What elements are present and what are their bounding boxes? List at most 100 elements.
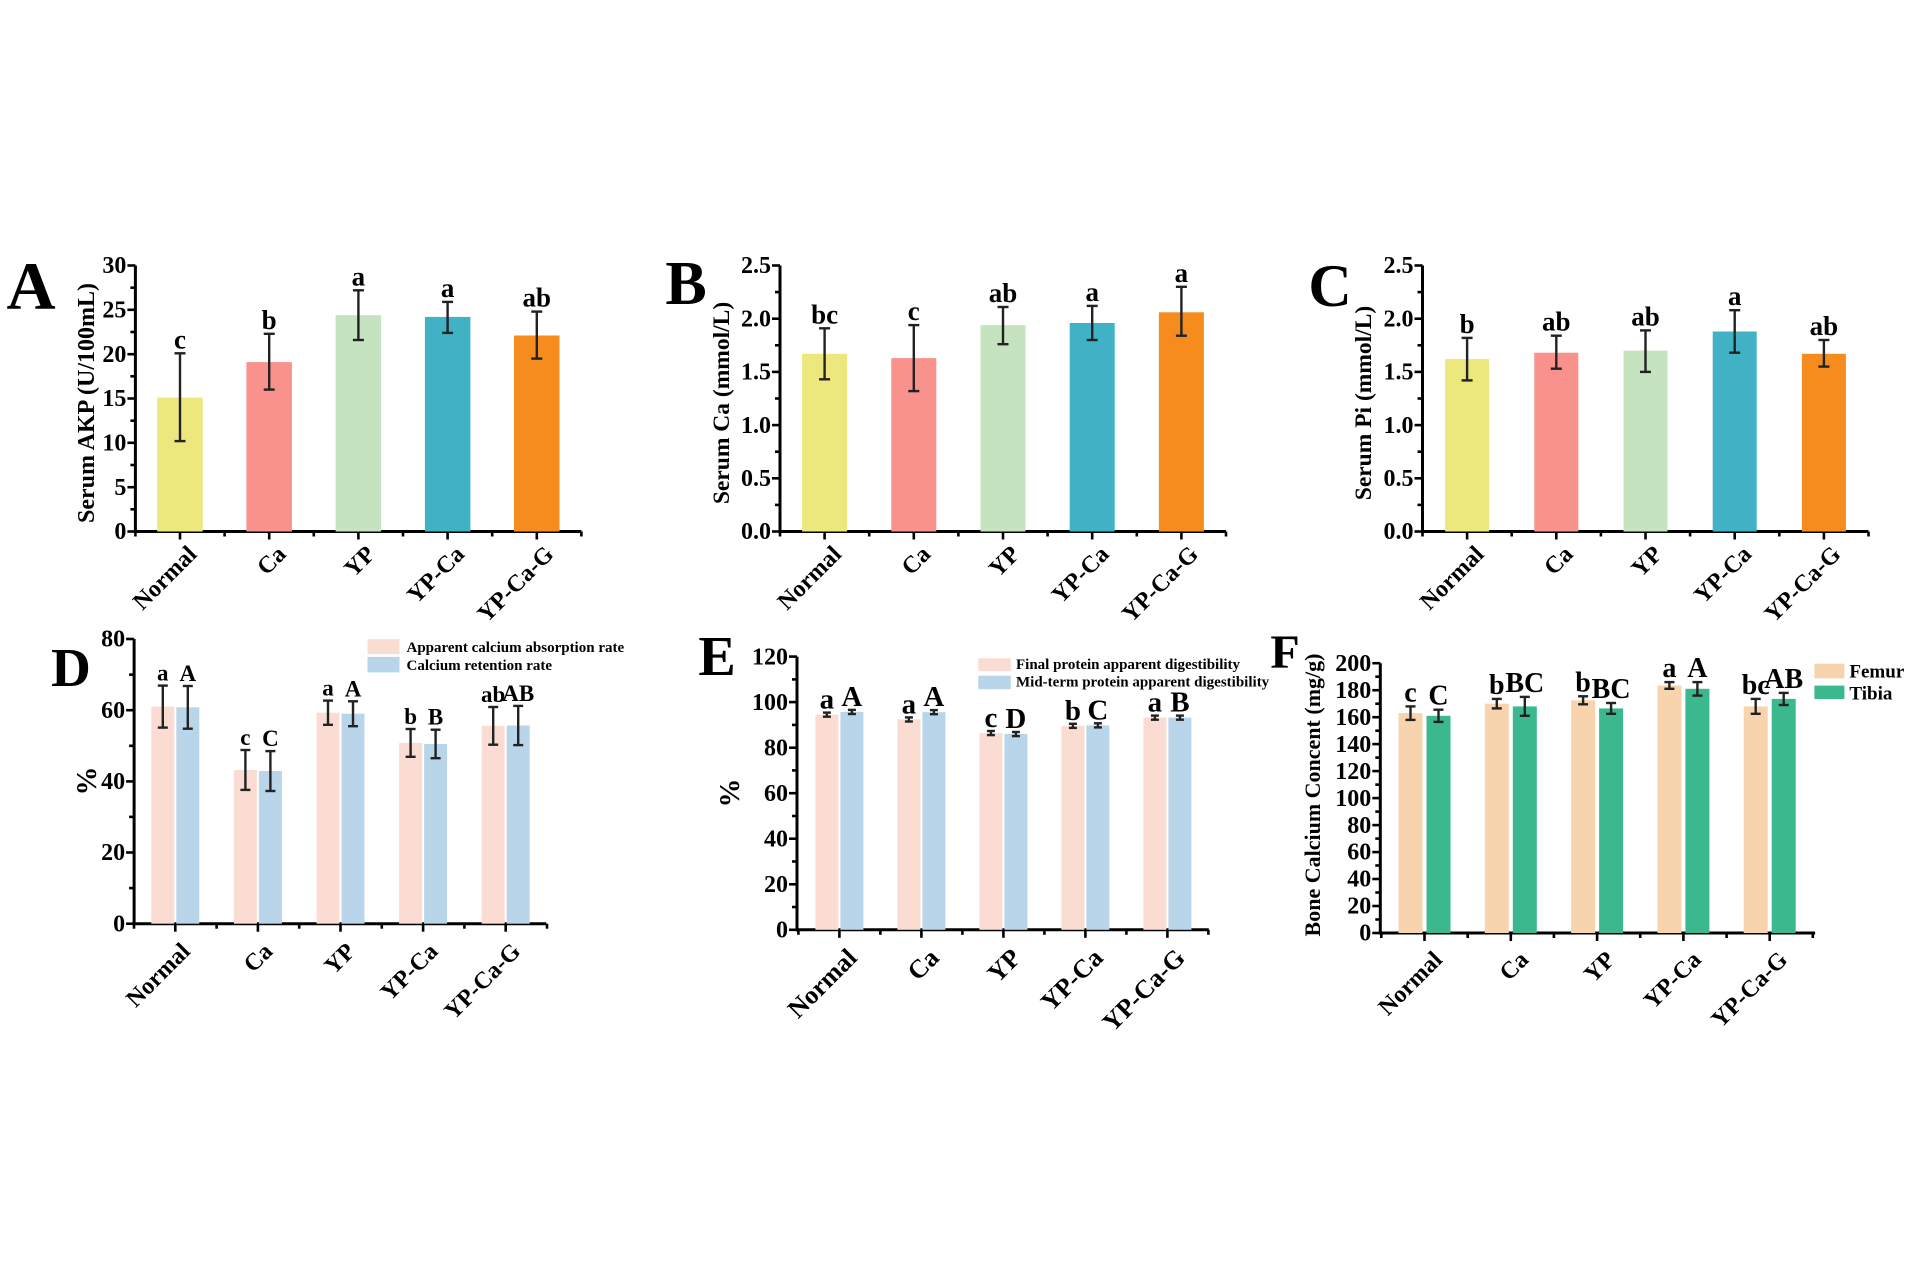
svg-text:AB: AB: [1764, 664, 1803, 695]
svg-text:%: %: [714, 779, 746, 808]
svg-text:Apparent calcium absorption ra: Apparent calcium absorption rate: [407, 640, 625, 656]
svg-text:60: 60: [101, 698, 125, 724]
svg-text:25: 25: [102, 298, 126, 324]
svg-text:YP: YP: [1627, 541, 1668, 582]
svg-text:Serum Pi (mmol/L): Serum Pi (mmol/L): [1351, 306, 1377, 501]
svg-text:C: C: [1428, 681, 1448, 712]
svg-text:a: a: [322, 676, 334, 701]
svg-text:Normal: Normal: [1374, 947, 1448, 1021]
svg-text:0: 0: [1359, 921, 1371, 947]
svg-text:c: c: [984, 702, 997, 734]
svg-text:a: a: [902, 688, 917, 720]
svg-text:E: E: [698, 626, 735, 688]
svg-text:A: A: [345, 676, 362, 701]
svg-text:B: B: [1170, 687, 1189, 719]
svg-text:10: 10: [102, 431, 126, 457]
svg-text:b: b: [1065, 695, 1081, 727]
svg-text:B: B: [428, 705, 443, 730]
svg-text:100: 100: [752, 690, 788, 716]
svg-text:ab: ab: [523, 283, 552, 313]
svg-text:c: c: [908, 296, 920, 326]
svg-text:20: 20: [101, 840, 125, 866]
svg-text:80: 80: [1347, 813, 1371, 839]
svg-text:c: c: [1404, 677, 1416, 708]
svg-text:YP: YP: [1579, 947, 1620, 988]
svg-text:1.0: 1.0: [741, 413, 771, 439]
svg-text:0: 0: [776, 918, 788, 944]
svg-text:0: 0: [113, 911, 125, 937]
svg-text:40: 40: [764, 826, 788, 852]
svg-text:a: a: [820, 684, 835, 716]
svg-text:40: 40: [1347, 867, 1371, 893]
svg-text:A: A: [1687, 653, 1708, 684]
svg-text:80: 80: [101, 627, 125, 653]
svg-text:bc: bc: [811, 299, 838, 329]
svg-text:5: 5: [114, 475, 126, 501]
svg-text:C: C: [262, 726, 279, 751]
svg-text:Normal: Normal: [1415, 541, 1489, 615]
svg-text:YP: YP: [320, 939, 361, 980]
svg-text:YP-Ca: YP-Ca: [402, 541, 469, 608]
svg-text:Final protein apparent digesti: Final protein apparent digestibility: [1016, 657, 1241, 673]
svg-text:Ca: Ca: [897, 541, 936, 580]
svg-text:YP: YP: [340, 541, 381, 582]
svg-text:Normal: Normal: [128, 541, 202, 615]
svg-text:2.5: 2.5: [741, 253, 771, 279]
svg-text:20: 20: [102, 342, 126, 368]
svg-text:b: b: [1460, 309, 1475, 339]
svg-text:B: B: [665, 250, 706, 318]
svg-text:Femur: Femur: [1849, 662, 1904, 683]
svg-text:Normal: Normal: [782, 943, 863, 1024]
svg-text:1.5: 1.5: [741, 360, 771, 386]
svg-text:AB: AB: [502, 681, 534, 706]
svg-text:ab: ab: [481, 682, 505, 707]
svg-text:b: b: [262, 305, 277, 335]
svg-text:YP-Ca: YP-Ca: [1035, 943, 1109, 1017]
svg-text:ab: ab: [1810, 311, 1839, 341]
svg-text:YP: YP: [984, 541, 1025, 582]
svg-text:D: D: [1005, 703, 1026, 735]
svg-text:120: 120: [752, 644, 788, 670]
svg-text:bc: bc: [1742, 670, 1770, 701]
svg-text:D: D: [51, 637, 91, 698]
svg-text:Normal: Normal: [122, 938, 196, 1012]
svg-text:YP-Ca: YP-Ca: [376, 939, 443, 1006]
svg-text:YP-Ca-G: YP-Ca-G: [440, 938, 526, 1024]
svg-text:0.0: 0.0: [741, 519, 771, 545]
svg-text:80: 80: [764, 735, 788, 761]
svg-text:120: 120: [1335, 759, 1371, 785]
svg-text:a: a: [1662, 653, 1676, 684]
svg-text:160: 160: [1335, 705, 1371, 731]
svg-text:YP-Ca: YP-Ca: [1639, 947, 1706, 1014]
svg-text:BC: BC: [1505, 668, 1544, 699]
svg-text:2.0: 2.0: [1384, 306, 1414, 332]
svg-text:20: 20: [764, 872, 788, 898]
svg-text:a: a: [1148, 687, 1163, 719]
svg-text:100: 100: [1335, 786, 1371, 812]
svg-text:A: A: [179, 661, 196, 686]
svg-text:BC: BC: [1592, 674, 1631, 705]
svg-text:a: a: [1085, 277, 1099, 307]
svg-text:c: c: [240, 725, 250, 750]
svg-text:ab: ab: [1542, 307, 1571, 337]
svg-text:C: C: [1308, 253, 1351, 319]
svg-text:Bone Calcium Concent (mg/g): Bone Calcium Concent (mg/g): [1300, 654, 1325, 937]
svg-text:A: A: [923, 681, 944, 713]
svg-text:YP-Ca-G: YP-Ca-G: [1760, 541, 1846, 627]
svg-text:YP: YP: [982, 943, 1027, 988]
svg-text:%: %: [71, 767, 103, 796]
svg-text:a: a: [1728, 281, 1742, 311]
svg-text:a: a: [352, 261, 366, 291]
svg-text:c: c: [174, 324, 186, 354]
svg-text:0.5: 0.5: [1384, 466, 1414, 492]
svg-text:Normal: Normal: [773, 541, 847, 615]
svg-text:A: A: [6, 248, 55, 324]
svg-text:2.0: 2.0: [741, 306, 771, 332]
svg-text:Ca: Ca: [239, 939, 278, 978]
svg-text:Serum AKP (U/100mL): Serum AKP (U/100mL): [74, 283, 100, 523]
svg-text:180: 180: [1335, 678, 1371, 704]
svg-text:140: 140: [1335, 732, 1371, 758]
svg-text:15: 15: [102, 386, 126, 412]
svg-text:a: a: [441, 273, 455, 303]
svg-text:Ca: Ca: [1495, 947, 1534, 986]
